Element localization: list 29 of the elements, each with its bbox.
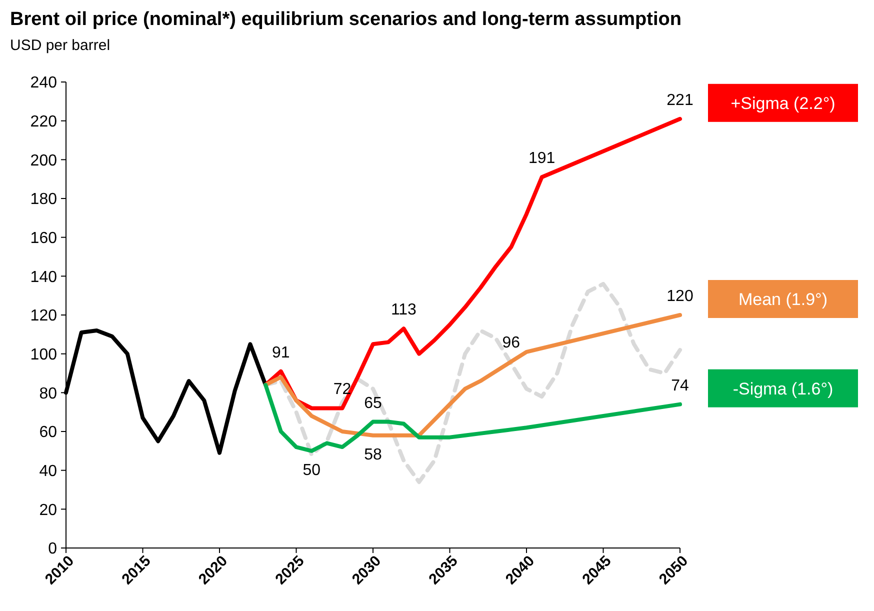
y-tick-label: 200 bbox=[30, 152, 58, 170]
y-tick-label: 0 bbox=[48, 540, 58, 558]
annotation: 91 bbox=[272, 344, 290, 362]
text: +Sigma (2.2°) bbox=[730, 94, 836, 113]
annotation: 191 bbox=[528, 150, 556, 168]
annotation: 113 bbox=[390, 302, 417, 319]
y-tick-label: 140 bbox=[30, 268, 58, 286]
annotation: 74 bbox=[671, 377, 689, 394]
annotation: 72 bbox=[333, 381, 352, 398]
annotation: 50 bbox=[302, 462, 321, 479]
annotation: 120 bbox=[666, 288, 694, 305]
y-tick-label: 180 bbox=[30, 191, 58, 208]
y-tick-label: 80 bbox=[39, 385, 58, 402]
y-tick-label: 60 bbox=[39, 424, 58, 442]
annotation: 65 bbox=[364, 394, 382, 412]
y-tick-label: 240 bbox=[30, 74, 58, 92]
y-tick-label: 20 bbox=[39, 502, 58, 519]
text: -Sigma (1.6°) bbox=[732, 379, 834, 398]
annotation: 96 bbox=[502, 334, 520, 352]
chart-subtitle: USD per barrel bbox=[10, 37, 110, 54]
annotation: 221 bbox=[666, 92, 694, 109]
text: Mean (1.9°) bbox=[738, 290, 828, 309]
y-tick-label: 220 bbox=[30, 113, 58, 130]
y-tick-label: 40 bbox=[39, 462, 58, 480]
y-tick-label: 160 bbox=[30, 230, 58, 247]
chart-title: Brent oil price (nominal*) equilibrium scenarios and long-term assumption bbox=[10, 9, 682, 30]
annotation: 58 bbox=[364, 446, 382, 464]
y-tick-label: 120 bbox=[30, 308, 58, 325]
y-tick-label: 100 bbox=[30, 346, 58, 364]
